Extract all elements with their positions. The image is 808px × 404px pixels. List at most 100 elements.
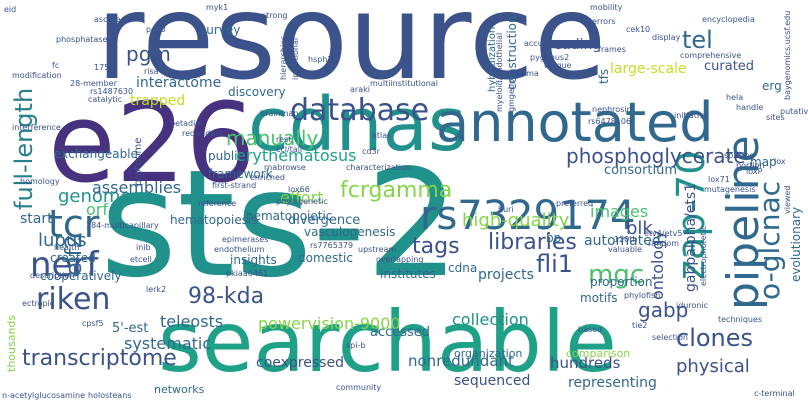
word-divergence: divergence (288, 213, 361, 228)
word-initiative: initiative (674, 111, 709, 120)
word-blk: blk (626, 218, 653, 239)
word-gmgebp: gmgebp (507, 78, 516, 112)
word-erythematosus: erythematosus (236, 146, 357, 165)
word-tie2: tie2 (632, 321, 648, 330)
word-etcell: etcell (130, 255, 152, 264)
word-overlapping: overlapping (376, 255, 424, 264)
word-myk1: myk1 (206, 3, 229, 12)
word-curated: curated (704, 59, 755, 74)
word-display: display (652, 33, 681, 42)
word-tel: tel (682, 26, 713, 54)
word-rnabrowse: rnabrowse (264, 163, 306, 172)
word-resource: resource (96, 0, 607, 106)
word-large-scale: large-scale (610, 61, 687, 77)
word-pc60: pc60 (146, 25, 166, 34)
word-brainmap: brainmap (260, 109, 299, 118)
word-reference: reference (198, 199, 237, 208)
word-fcrgamma: fcrgamma (340, 178, 453, 203)
word-assemblies: assemblies (92, 178, 182, 197)
word-tfs: tfs (597, 68, 611, 84)
word-c-terminal: c-terminal (754, 389, 795, 398)
word-coexpressed: coexpressed (256, 355, 344, 371)
word-sts-2: sts-2 (100, 138, 460, 310)
word-redundant: redundant (182, 129, 224, 138)
word-powervision-9000: powervision-9000 (258, 314, 401, 333)
word-hundreds: hundreds (550, 354, 621, 372)
word-institutes: institutes (380, 267, 436, 281)
word-iduronic: iduronic (676, 301, 709, 310)
word-loxP: loxP (746, 167, 763, 176)
word-hierarchies: hierarchies (279, 35, 288, 80)
word-community: community (336, 383, 382, 392)
word-vasculogenesis: vasculogenesis (304, 225, 396, 239)
word-175th: 175th (94, 63, 118, 72)
word-spi-b: spi-b (346, 341, 366, 350)
word-virma: virma (516, 69, 539, 78)
word-errors: errors (592, 17, 616, 26)
word-reading: reading (548, 37, 602, 53)
word-full-length: full-length (10, 87, 38, 210)
word-enriched: enriched (250, 173, 285, 182)
word-frames: frames (598, 45, 626, 54)
word-rs6478106: rs6478106 (588, 117, 632, 126)
word-accuracy: accuracy (524, 39, 561, 48)
word-selection: selection (652, 333, 688, 342)
word-transcriptome: transcriptome (22, 346, 177, 371)
word-lupus: lupus (38, 230, 87, 251)
word-insights: insights (230, 253, 277, 267)
word-effort: effort (280, 188, 324, 207)
word-upstream: upstream (358, 245, 397, 254)
word-eid: eid (4, 5, 17, 14)
word-pygopus2: pygopus2 (530, 53, 570, 62)
word-insertional: insertional (291, 37, 300, 80)
word-map: map (750, 155, 777, 169)
word-hsph2: hsph2 (308, 55, 333, 64)
word-thousands: thousands (5, 314, 18, 372)
word-based: based (578, 325, 603, 334)
word-pkiaa0461: pkiaa0461 (226, 269, 269, 278)
word-networks: networks (154, 383, 205, 396)
word-domestic: domestic (298, 251, 353, 265)
word-catalytic: catalytic (88, 95, 123, 104)
word-phylogenetic: phylogenetic (276, 197, 328, 206)
word-searchable: searchable (158, 293, 617, 391)
word-description: description (30, 271, 75, 280)
word-atlas: atlas (372, 131, 392, 140)
word-interference: interference (12, 123, 61, 132)
word-techniques: techniques (718, 315, 763, 324)
word-o-glcnac: o-glcnac (753, 181, 786, 300)
word-preferred: preferred (556, 199, 594, 208)
word-strong: strong (262, 11, 288, 20)
word-lox: lox (774, 157, 786, 166)
word-representing: representing (568, 375, 657, 391)
word-cdna: cdna (448, 261, 478, 275)
word-gabp: gabp (638, 298, 689, 322)
word-riken: riken (36, 282, 111, 317)
word-multiinstitutional: multiinstitutional (370, 79, 438, 88)
word-araki: araki (350, 85, 370, 94)
word-start: start (20, 211, 53, 227)
word-sequenced: sequenced (454, 373, 531, 389)
word-384-multicapillary: 384-multicapillary (86, 221, 159, 230)
word-images: images (590, 202, 649, 221)
word-annotated: annotated (436, 91, 714, 154)
word-consortium: consortium (604, 163, 678, 178)
word-random: random (648, 239, 680, 248)
word-pgm: pgm (126, 42, 171, 66)
word-hela: hela (726, 93, 744, 102)
word-health: health (54, 243, 80, 252)
word-cek10: cek10 (626, 25, 651, 34)
word-nerf: nerf (30, 245, 99, 285)
word-projects: projects (478, 267, 534, 283)
word-collection: collection (452, 310, 529, 329)
word-exchangeable: exchangeable (54, 147, 138, 161)
word-holosteans: holosteans (88, 391, 132, 400)
word-handle: handle (736, 103, 764, 112)
word-accessed: accessed (370, 325, 431, 340)
word-cdnas: cdnas (248, 82, 467, 168)
word-baygenomics: baygenomics.ucsf.edu (783, 10, 792, 100)
word-comprehensive: comprehensive (680, 51, 742, 60)
word-valuable: valuable (608, 245, 643, 254)
word-hematopoietic: hematopoietic (246, 209, 333, 223)
